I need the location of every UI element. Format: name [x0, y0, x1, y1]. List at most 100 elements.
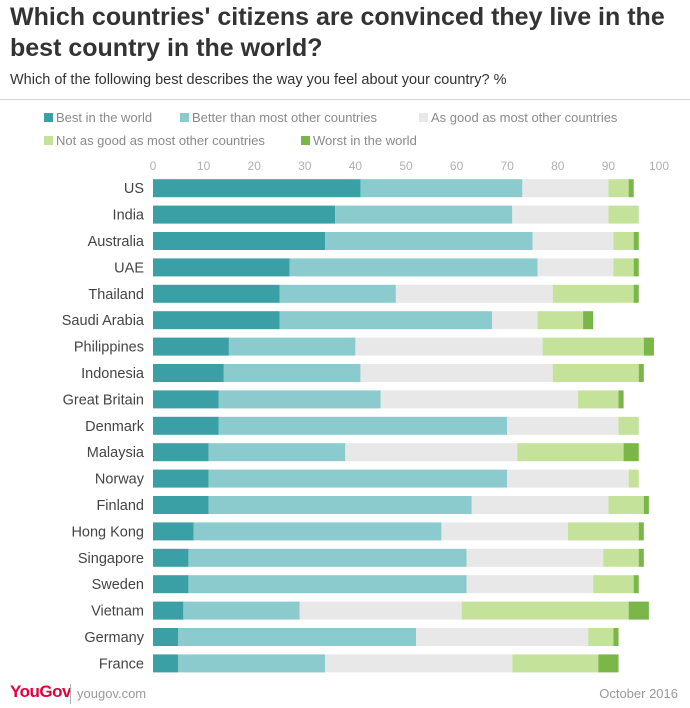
bar-finland-not-as-good — [608, 496, 644, 514]
bar-germany-best — [153, 628, 179, 646]
bar-france-not-as-good — [512, 654, 599, 673]
category-label-france: France — [99, 656, 144, 672]
bar-indonesia-worst — [638, 364, 644, 382]
bar-saudi-arabia-worst — [583, 311, 594, 330]
bar-france-best — [153, 654, 179, 673]
legend-label-better: Better than most other countries — [192, 110, 377, 125]
bar-hong-kong-best — [153, 522, 194, 541]
bar-philippines-as-good — [355, 337, 543, 356]
bar-vietnam-worst — [628, 601, 649, 620]
x-tick-label-70: 70 — [501, 159, 515, 173]
x-tick-label-0: 0 — [150, 159, 157, 173]
bar-uae-not-as-good — [613, 258, 634, 277]
x-tick-label-30: 30 — [298, 159, 312, 173]
bar-germany-not-as-good — [588, 628, 614, 646]
bar-philippines-best — [153, 337, 229, 356]
x-tick-label-40: 40 — [349, 159, 363, 173]
x-tick-label-100: 100 — [649, 159, 669, 173]
legend-item-worst: Worst in the world — [301, 133, 417, 148]
bar-malaysia-worst — [623, 443, 639, 462]
footer-date: October 2016 — [599, 686, 678, 701]
x-tick-label-60: 60 — [450, 159, 464, 173]
bar-thailand-worst — [633, 284, 639, 303]
x-tick-label-90: 90 — [602, 159, 616, 173]
x-tick-label-10: 10 — [197, 159, 211, 173]
bar-norway-as-good — [507, 469, 629, 488]
category-label-thailand: Thailand — [88, 287, 144, 303]
bar-finland-as-good — [471, 496, 609, 514]
bar-sweden-better — [188, 575, 467, 594]
category-label-india: India — [113, 208, 145, 224]
category-label-sweden: Sweden — [92, 577, 144, 593]
bar-philippines-not-as-good — [542, 337, 644, 356]
category-label-indonesia: Indonesia — [81, 366, 145, 382]
bar-sweden-worst — [633, 575, 639, 594]
bar-denmark-not-as-good — [618, 416, 639, 435]
bar-indonesia-as-good — [360, 364, 553, 382]
bar-singapore-worst — [638, 548, 644, 567]
chart-subtitle: Which of the following best describes th… — [10, 72, 507, 88]
x-tick-label-20: 20 — [248, 159, 262, 173]
bar-germany-worst — [613, 628, 619, 646]
legend-label-worst: Worst in the world — [313, 133, 417, 148]
legend-label-not-as-good: Not as good as most other countries — [56, 133, 265, 148]
bar-india-not-as-good — [608, 205, 639, 224]
bar-hong-kong-not-as-good — [567, 522, 639, 541]
bar-singapore-not-as-good — [603, 548, 639, 567]
bar-uae-best — [153, 258, 290, 277]
legend-item-best: Best in the world — [44, 110, 152, 125]
bar-norway-not-as-good — [628, 469, 639, 488]
bar-us-worst — [628, 179, 634, 198]
bar-thailand-not-as-good — [552, 284, 634, 303]
bar-great-britain-better — [218, 390, 381, 409]
bar-philippines-better — [228, 337, 356, 356]
legend-swatch-not-as-good — [44, 136, 53, 145]
bar-us-better — [360, 179, 523, 198]
footer-url: yougov.com — [77, 686, 147, 701]
bar-great-britain-as-good — [380, 390, 579, 409]
bar-india-better — [335, 205, 513, 224]
bar-sweden-not-as-good — [593, 575, 634, 594]
x-tick-label-50: 50 — [399, 159, 413, 173]
bar-great-britain-best — [153, 390, 219, 409]
bar-singapore-best — [153, 548, 189, 567]
bar-germany-better — [178, 628, 417, 646]
category-label-vietnam: Vietnam — [91, 604, 144, 620]
bar-sweden-as-good — [466, 575, 594, 594]
bar-uae-worst — [633, 258, 639, 277]
header-divider — [0, 99, 690, 100]
legend-item-not-as-good: Not as good as most other countries — [44, 133, 265, 148]
bar-denmark-as-good — [507, 416, 619, 435]
category-label-finland: Finland — [96, 498, 144, 514]
bar-australia-worst — [633, 232, 639, 250]
legend-label-as-good: As good as most other countries — [431, 110, 618, 125]
bar-malaysia-not-as-good — [517, 443, 624, 462]
bar-malaysia-as-good — [345, 443, 518, 462]
bar-great-britain-worst — [618, 390, 624, 409]
bar-singapore-better — [188, 548, 467, 567]
bar-thailand-better — [279, 284, 396, 303]
category-label-denmark: Denmark — [85, 419, 145, 435]
bar-australia-better — [325, 232, 533, 250]
legend-swatch-worst — [301, 136, 310, 145]
bar-saudi-arabia-as-good — [492, 311, 538, 330]
bar-vietnam-best — [153, 601, 184, 620]
bar-germany-as-good — [416, 628, 589, 646]
bar-thailand-best — [153, 284, 280, 303]
bar-finland-worst — [643, 496, 649, 514]
bar-india-as-good — [512, 205, 609, 224]
bar-indonesia-best — [153, 364, 224, 382]
bar-australia-not-as-good — [613, 232, 634, 250]
bar-denmark-best — [153, 416, 219, 435]
x-tick-label-80: 80 — [551, 159, 565, 173]
category-label-singapore: Singapore — [78, 551, 144, 567]
bar-uae-as-good — [537, 258, 614, 277]
category-label-hong-kong: Hong Kong — [71, 524, 144, 540]
legend-label-best: Best in the world — [56, 110, 153, 125]
bar-sweden-best — [153, 575, 189, 594]
bar-indonesia-not-as-good — [552, 364, 639, 382]
bar-france-better — [178, 654, 326, 673]
category-label-saudi-arabia: Saudi Arabia — [62, 313, 145, 329]
legend-swatch-as-good — [419, 113, 428, 122]
bar-malaysia-best — [153, 443, 209, 462]
